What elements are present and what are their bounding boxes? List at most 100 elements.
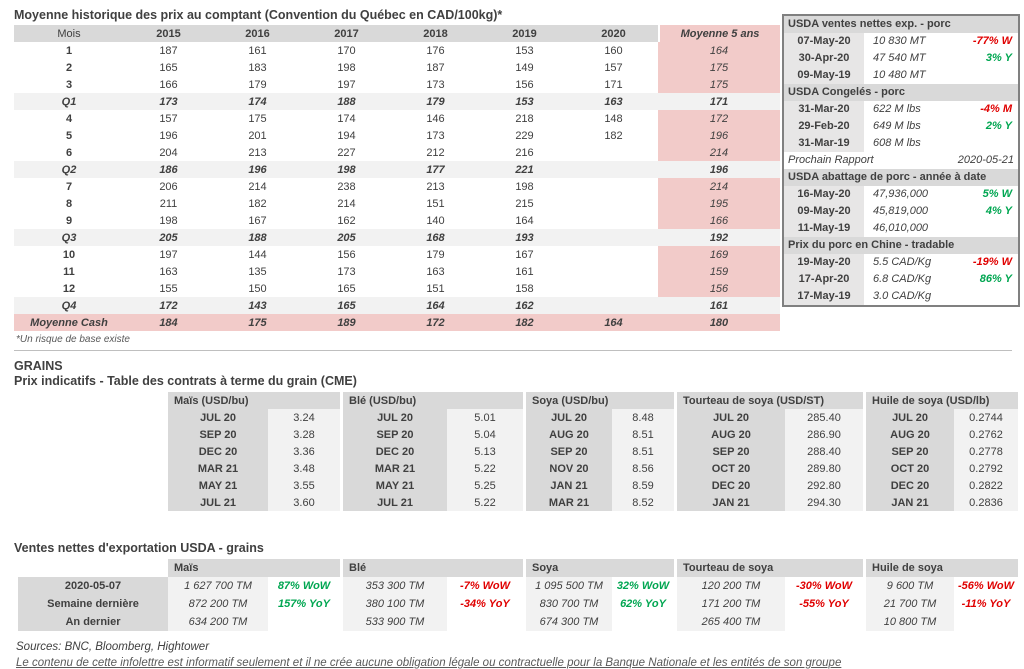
sidebar-data-row: 31-Mar-20 622 M lbs -4% M	[784, 101, 1018, 118]
spacer	[674, 443, 677, 460]
avg-cell: 169	[658, 246, 780, 263]
price-row: 12 155 150 165 151 158 156	[14, 280, 780, 297]
export-volume: 171 200 TM	[677, 595, 785, 613]
avg-cell: 196	[658, 161, 780, 178]
price-row: Q3 205 188 205 168 193 192	[14, 229, 780, 246]
export-pct-change: 62% YoY	[612, 595, 674, 613]
price-cell: 161	[515, 265, 534, 278]
spacer	[863, 460, 866, 477]
cme-data-row: SEP 20 3.28 SEP 20 5.04 AUG 20 8.51 AUG 20 286.…	[168, 426, 1018, 443]
basis-risk-footnote: *Un risque de base existe	[14, 331, 1012, 351]
price-cell	[569, 212, 658, 229]
sidebar-date: 17-Apr-20	[784, 271, 864, 288]
cme-group-header: Huile de soya (USD/lb)	[866, 392, 1018, 409]
price-row: 9 198 167 162 140 164 166	[14, 212, 780, 229]
contract-price: 285.40	[785, 409, 863, 426]
spacer	[340, 494, 343, 511]
contract-month: AUG 20	[677, 426, 785, 443]
spacer	[863, 409, 866, 426]
column-header-year: 2016	[213, 25, 302, 42]
spacer	[340, 595, 343, 613]
contract-month: OCT 20	[866, 460, 954, 477]
contract-price: 0.2762	[954, 426, 1018, 443]
price-cell: 162	[337, 214, 356, 227]
sidebar-date: 11-May-19	[784, 220, 864, 237]
price-cell: 184	[124, 314, 213, 331]
sidebar-pct-change: 4% Y	[985, 205, 1012, 217]
sidebar-value: 6.8 CAD/Kg	[873, 273, 932, 285]
contract-month: MAR 21	[168, 460, 268, 477]
price-cell: 214	[337, 197, 356, 210]
price-cell: 193	[480, 229, 569, 246]
sidebar-data-row: 17-Apr-20 6.8 CAD/Kg 86% Y	[784, 271, 1018, 288]
contract-price: 5.22	[447, 460, 523, 477]
price-row-label: 7	[65, 180, 73, 193]
sidebar-value: 622 M lbs	[873, 103, 921, 115]
export-pct-change	[785, 613, 863, 631]
sidebar-pct-change: 3% Y	[985, 52, 1012, 64]
price-cell: 173	[337, 265, 356, 278]
spacer	[674, 460, 677, 477]
contract-price: 5.22	[447, 494, 523, 511]
price-cell: 221	[480, 161, 569, 178]
price-cell	[569, 178, 658, 195]
exports-group-header: Huile de soya	[866, 559, 1018, 577]
contract-month: JUL 20	[168, 409, 268, 426]
spacer	[340, 409, 343, 426]
sidebar-pct-change	[950, 288, 1018, 305]
price-cell	[569, 297, 658, 314]
contract-price: 3.28	[268, 426, 340, 443]
cme-table-title: Prix indicatifs - Table des contrats à t…	[14, 374, 357, 388]
exports-group-header: Soya	[526, 559, 674, 577]
price-row: 6 204 213 227 212 216 214	[14, 144, 780, 161]
price-cell: 143	[213, 297, 302, 314]
sidebar-value: 649 M lbs	[873, 120, 921, 132]
avg-cell: 214	[658, 144, 780, 161]
export-pct-change: 32% WoW	[612, 577, 674, 595]
spacer	[863, 577, 866, 595]
export-pct-change: 157% YoY	[268, 595, 340, 613]
exports-row-label: An dernier	[18, 613, 168, 631]
column-header-year: 2018	[391, 25, 480, 42]
contract-month: JAN 21	[866, 494, 954, 511]
avg-cell: 195	[658, 195, 780, 212]
contract-price: 5.01	[447, 409, 523, 426]
export-volume: 120 200 TM	[677, 577, 785, 595]
contract-month: JAN 21	[526, 477, 612, 494]
price-cell: 187	[426, 61, 445, 74]
export-volume: 1 095 500 TM	[526, 577, 612, 595]
price-cell: 165	[302, 297, 391, 314]
contract-month: JUL 21	[343, 494, 447, 511]
sidebar-data-row: 19-May-20 5.5 CAD/Kg -19% W	[784, 254, 1018, 271]
column-header-mois: Mois	[14, 25, 124, 42]
exports-group-header: Blé	[343, 559, 523, 577]
sidebar-pct-change: 5% W	[982, 188, 1012, 200]
spacer	[523, 443, 526, 460]
contract-price: 292.80	[785, 477, 863, 494]
contract-month: MAR 21	[343, 460, 447, 477]
sidebar-section-title: USDA Congelés - porc	[784, 84, 1018, 101]
contract-month: NOV 20	[526, 460, 612, 477]
price-cell: 172	[124, 297, 213, 314]
spacer	[674, 409, 677, 426]
sidebar-date: 31-Mar-20	[784, 101, 864, 118]
price-cell: 211	[159, 197, 178, 210]
sources-line: Sources: BNC, Bloomberg, Hightower	[16, 641, 210, 653]
contract-price: 0.2778	[954, 443, 1018, 460]
sidebar-pct-change: 2% Y	[985, 120, 1012, 132]
price-cell: 186	[124, 161, 213, 178]
contract-month: OCT 20	[677, 460, 785, 477]
contract-price: 5.25	[447, 477, 523, 494]
contract-price: 8.51	[612, 443, 674, 460]
sidebar-pct-change: 86% Y	[979, 273, 1012, 285]
price-cell: 212	[426, 146, 445, 159]
avg-cell: 175	[658, 76, 780, 93]
cme-futures-table: Maïs (USD/bu) Blé (USD/bu) Soya (USD/bu) To…	[168, 392, 1018, 511]
column-header-year: 2015	[124, 25, 213, 42]
price-row: 2 165 183 198 187 149 157 175	[14, 59, 780, 76]
sidebar-value: 47,936,000	[873, 188, 929, 200]
price-row-label: Q1	[14, 93, 124, 110]
export-volume: 872 200 TM	[168, 595, 268, 613]
price-cell: 204	[159, 146, 178, 159]
